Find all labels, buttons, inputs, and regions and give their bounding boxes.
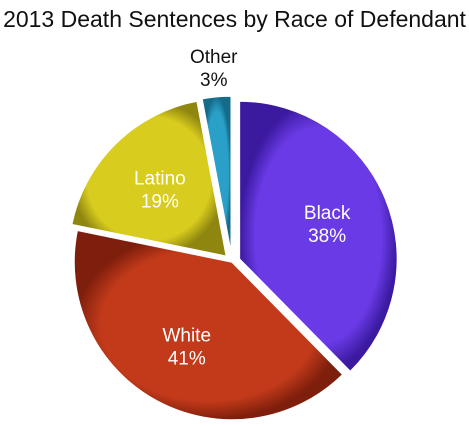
chart-title: 2013 Death Sentences by Race of Defendan… bbox=[3, 6, 466, 32]
pie-slice-white bbox=[73, 229, 344, 421]
slice-label-other: Other 3% bbox=[190, 47, 238, 91]
pie-slice-latino bbox=[70, 100, 228, 258]
slice-label-white: White 41% bbox=[162, 325, 211, 369]
pie-slice-black bbox=[238, 100, 399, 373]
slice-label-black: Black 38% bbox=[304, 203, 351, 247]
pie-slice-other bbox=[201, 95, 233, 255]
slice-label-latino: Latino 19% bbox=[134, 169, 186, 213]
